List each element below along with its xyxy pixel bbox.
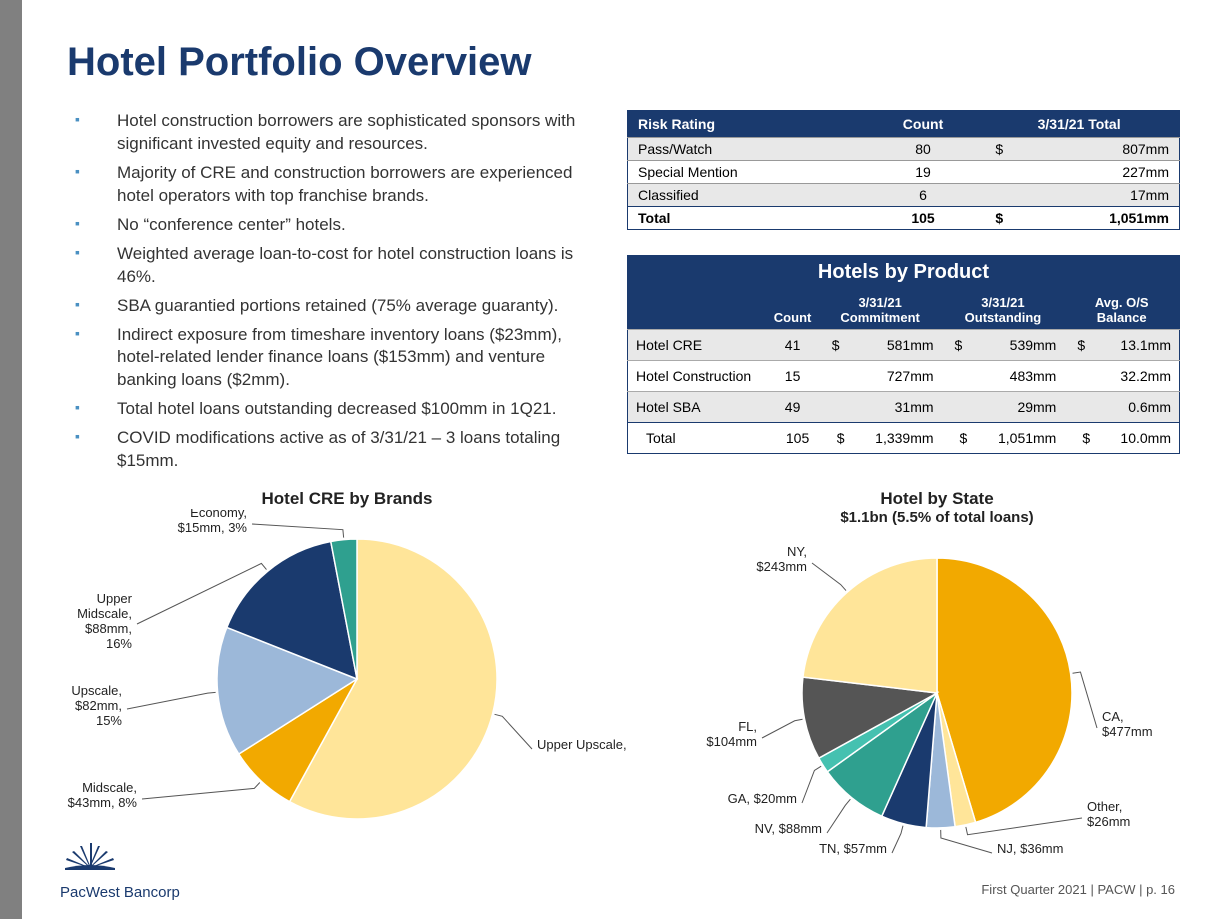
bullet-item: Indirect exposure from timeshare invento…: [67, 324, 587, 393]
pie-label: NY,$243mm: [756, 544, 807, 574]
bullet-item: Weighted average loan-to-cost for hotel …: [67, 243, 587, 289]
slide-content: Hotel Portfolio Overview Hotel construct…: [22, 0, 1225, 919]
pie-slice: [803, 558, 937, 693]
pie-label: Other,$26mm: [1087, 799, 1130, 829]
table-row: Hotel Construction15 727mm 483mm 32.2mm: [628, 361, 1180, 392]
table-row: Special Mention19227mm: [628, 161, 1180, 184]
leader-line: [142, 783, 260, 799]
bullet-item: SBA guarantied portions retained (75% av…: [67, 295, 587, 318]
bullet-item: Majority of CRE and construction borrowe…: [67, 162, 587, 208]
leader-line: [252, 524, 344, 538]
leader-line: [127, 692, 216, 709]
table-row-total: Total105 $1,339mm $1,051mm $10.0mm: [628, 423, 1180, 454]
charts-row: Hotel CRE by Brands Upper Upscale, $311m…: [67, 489, 1180, 858]
bullet-item: No “conference center” hotels.: [67, 214, 587, 237]
leader-line: [892, 826, 903, 853]
pie-label: Upscale,$82mm,15%: [71, 683, 122, 728]
chart-state-subtitle: $1.1bn (5.5% of total loans): [657, 509, 1217, 526]
pie-label: Upper Upscale, $311mm, 58%: [537, 737, 627, 752]
bullet-list: Hotel construction borrowers are sophist…: [67, 110, 587, 473]
pie-label: Economy,$15mm, 3%: [178, 509, 248, 535]
leader-line: [1073, 672, 1097, 728]
table-row-total: Total105$1,051mm: [628, 207, 1180, 230]
leader-line: [812, 563, 846, 591]
table-row: Pass/Watch80$807mm: [628, 138, 1180, 161]
chart-brands: Hotel CRE by Brands Upper Upscale, $311m…: [67, 489, 627, 858]
product-section-header: Hotels by Product: [627, 255, 1180, 290]
left-column: Hotel construction borrowers are sophist…: [67, 110, 587, 479]
footer-text: First Quarter 2021 | PACW | p. 16: [981, 882, 1175, 897]
leader-line: [762, 719, 803, 738]
pie-label: NJ, $36mm: [997, 841, 1063, 856]
bullet-item: COVID modifications active as of 3/31/21…: [67, 427, 587, 473]
product-header: Count: [766, 291, 818, 330]
risk-header: Count: [867, 111, 979, 138]
pie-label: NV, $88mm: [755, 821, 822, 836]
table-row: Classified617mm: [628, 184, 1180, 207]
side-stripe: [0, 0, 22, 919]
logo-text: PacWest Bancorp: [60, 884, 180, 901]
bullet-item: Hotel construction borrowers are sophist…: [67, 110, 587, 156]
risk-header: Risk Rating: [628, 111, 867, 138]
product-header: Avg. O/SBalance: [1064, 291, 1179, 330]
pie-label: UpperMidscale,$88mm,16%: [77, 591, 133, 651]
risk-rating-table: Risk RatingCount3/31/21 Total Pass/Watch…: [627, 110, 1180, 230]
leader-line: [827, 799, 850, 833]
pie-brands-svg: Upper Upscale, $311mm, 58% Midscale,$43mm…: [67, 509, 627, 849]
pie-label: TN, $57mm: [819, 841, 887, 856]
logo-icon: [60, 838, 120, 878]
pie-label: CA,$477mm: [1102, 709, 1153, 739]
chart-brands-title: Hotel CRE by Brands: [67, 489, 627, 509]
right-column: Risk RatingCount3/31/21 Total Pass/Watch…: [627, 110, 1180, 479]
product-table: Count3/31/21Commitment3/31/21Outstanding…: [627, 290, 1180, 454]
pie-state-svg: CA,$477mm Other,$26mm NJ, $36mm TN, $57mm NV…: [657, 528, 1217, 858]
leader-line: [802, 766, 821, 803]
chart-state-title: Hotel by State: [657, 489, 1217, 509]
logo: PacWest Bancorp: [60, 838, 180, 901]
pie-label: GA, $20mm: [728, 791, 797, 806]
product-header: 3/31/21Commitment: [819, 291, 942, 330]
leader-line: [941, 830, 992, 853]
chart-state: Hotel by State $1.1bn (5.5% of total loa…: [657, 489, 1217, 858]
page-title: Hotel Portfolio Overview: [67, 40, 1180, 85]
product-header: 3/31/21Outstanding: [942, 291, 1065, 330]
table-row: Hotel SBA49 31mm 29mm 0.6mm: [628, 392, 1180, 423]
pie-label: Midscale,$43mm, 8%: [68, 780, 138, 810]
product-header: [628, 291, 767, 330]
bullet-item: Total hotel loans outstanding decreased …: [67, 398, 587, 421]
table-row: Hotel CRE41 $581mm $539mm $13.1mm: [628, 330, 1180, 361]
risk-header: 3/31/21 Total: [979, 111, 1179, 138]
leader-line: [495, 714, 532, 749]
pie-label: FL,$104mm: [706, 719, 757, 749]
